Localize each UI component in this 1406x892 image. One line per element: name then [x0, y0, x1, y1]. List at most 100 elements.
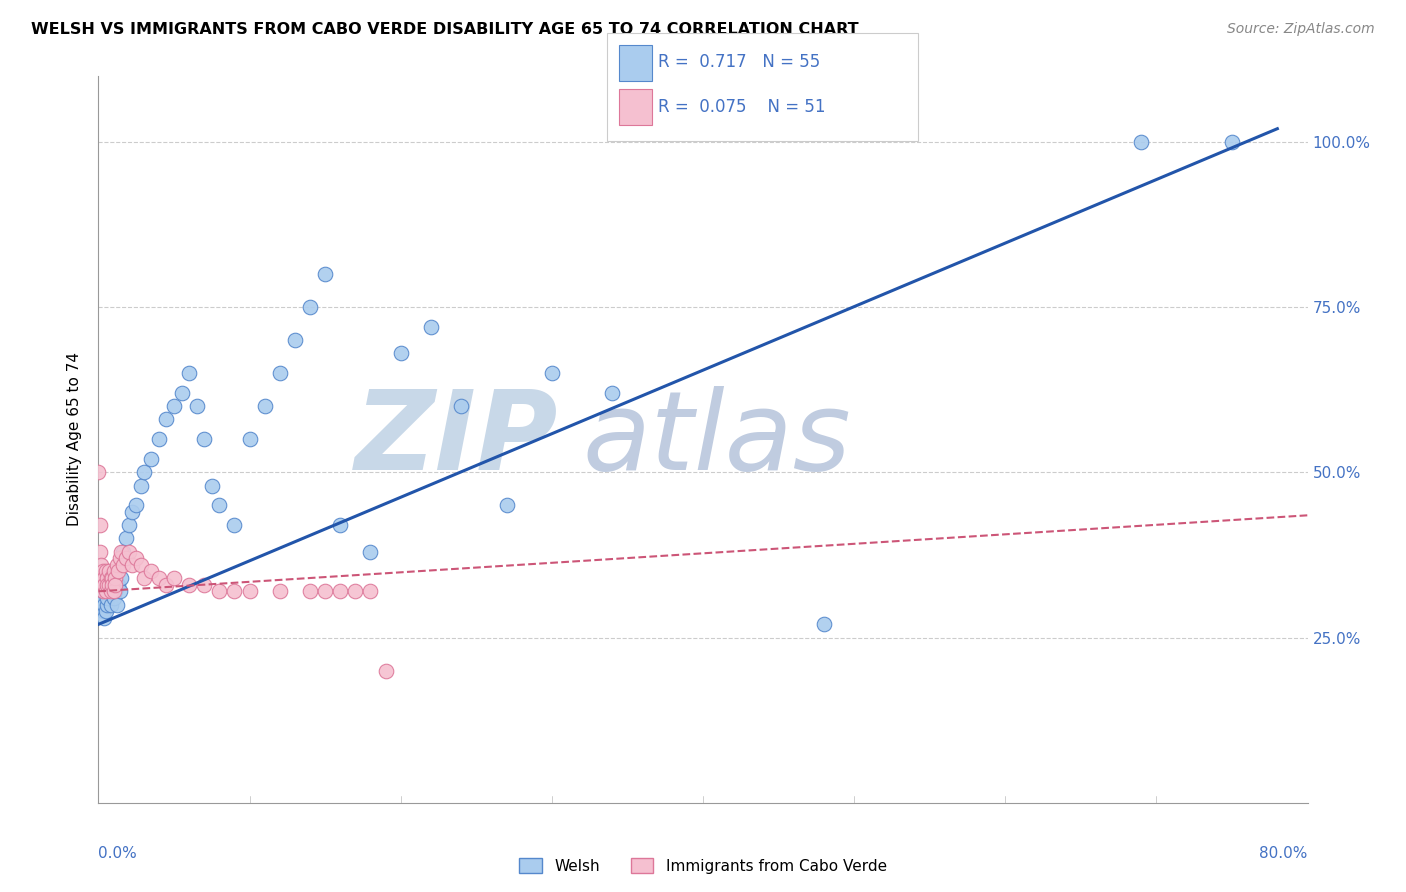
- Point: [87, 466, 110, 480]
- Point: [103, 584, 125, 599]
- Point: [103, 591, 125, 605]
- Point: [329, 518, 352, 533]
- Point: [93, 598, 115, 612]
- Point: [101, 571, 124, 585]
- Point: [90, 571, 112, 585]
- Point: [253, 399, 276, 413]
- Point: [269, 366, 291, 380]
- Point: [108, 584, 131, 599]
- Point: [103, 565, 125, 579]
- Point: [101, 578, 124, 592]
- Point: [98, 584, 121, 599]
- Point: [93, 611, 115, 625]
- Point: [105, 558, 128, 572]
- Point: [111, 544, 134, 558]
- Point: [94, 584, 117, 599]
- Point: [420, 320, 443, 334]
- Point: [91, 578, 114, 592]
- Point: [118, 544, 141, 558]
- Point: [284, 333, 307, 347]
- Point: [329, 584, 352, 599]
- Text: 0.0%: 0.0%: [98, 847, 138, 862]
- Point: [450, 399, 472, 413]
- Point: [91, 584, 114, 599]
- Point: [101, 578, 124, 592]
- Point: [107, 565, 129, 579]
- Legend: Welsh, Immigrants from Cabo Verde: Welsh, Immigrants from Cabo Verde: [513, 852, 893, 880]
- Point: [104, 578, 127, 592]
- Point: [186, 399, 208, 413]
- Point: [129, 478, 152, 492]
- Point: [208, 499, 231, 513]
- Text: atlas: atlas: [582, 386, 851, 492]
- Point: [118, 518, 141, 533]
- Point: [141, 565, 163, 579]
- Point: [314, 584, 336, 599]
- Point: [111, 558, 134, 572]
- Y-axis label: Disability Age 65 to 74: Disability Age 65 to 74: [67, 352, 83, 526]
- Point: [193, 432, 215, 446]
- Point: [96, 578, 118, 592]
- Point: [193, 578, 215, 592]
- Point: [389, 346, 412, 360]
- Point: [93, 571, 115, 585]
- Point: [114, 532, 136, 546]
- Point: [110, 544, 132, 558]
- Point: [89, 544, 111, 558]
- Point: [239, 432, 262, 446]
- Point: [91, 604, 114, 618]
- Point: [155, 412, 177, 426]
- Point: [96, 571, 118, 585]
- Point: [129, 558, 152, 572]
- Point: [314, 267, 336, 281]
- Point: [495, 499, 517, 513]
- Point: [94, 565, 117, 579]
- Point: [100, 571, 122, 585]
- Point: [89, 598, 111, 612]
- Text: Source: ZipAtlas.com: Source: ZipAtlas.com: [1227, 22, 1375, 37]
- Point: [155, 578, 177, 592]
- Point: [360, 584, 382, 599]
- Point: [114, 551, 136, 566]
- Text: ZIP: ZIP: [354, 386, 558, 492]
- Point: [344, 584, 367, 599]
- Point: [179, 366, 201, 380]
- Point: [107, 578, 129, 592]
- Point: [98, 565, 121, 579]
- Point: [94, 584, 117, 599]
- Point: [132, 466, 155, 480]
- Point: [148, 571, 170, 585]
- Point: [121, 505, 143, 519]
- Point: [121, 558, 143, 572]
- Point: [179, 578, 201, 592]
- Point: [148, 432, 170, 446]
- Point: [269, 584, 291, 599]
- Point: [163, 399, 186, 413]
- Text: R =  0.717   N = 55: R = 0.717 N = 55: [658, 53, 820, 70]
- Point: [299, 584, 322, 599]
- Text: R =  0.075    N = 51: R = 0.075 N = 51: [658, 98, 825, 116]
- Point: [163, 571, 186, 585]
- Point: [91, 565, 114, 579]
- Point: [89, 518, 111, 533]
- Point: [103, 571, 125, 585]
- Point: [170, 386, 193, 401]
- Point: [100, 584, 122, 599]
- Point: [299, 300, 322, 314]
- Point: [224, 518, 246, 533]
- Point: [90, 558, 112, 572]
- Point: [132, 571, 155, 585]
- Point: [91, 584, 114, 599]
- Point: [104, 584, 127, 599]
- Point: [93, 578, 115, 592]
- Point: [239, 584, 262, 599]
- Point: [110, 571, 132, 585]
- Point: [360, 544, 382, 558]
- Point: [108, 551, 131, 566]
- Point: [105, 598, 128, 612]
- Point: [540, 366, 562, 380]
- Point: [224, 584, 246, 599]
- Point: [208, 584, 231, 599]
- Point: [98, 578, 121, 592]
- Point: [1220, 135, 1243, 149]
